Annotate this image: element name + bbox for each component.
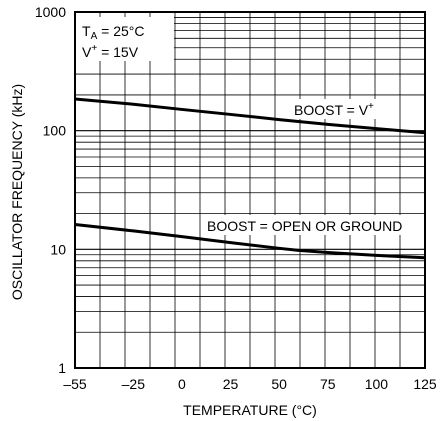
x-tick-label: 50 [271,376,287,392]
x-tick-label: 100 [365,376,389,392]
v-condition: V+ = 15V [82,43,139,60]
x-tick-label: –55 [63,376,87,392]
series-1-label-bg [290,99,384,119]
series-1-line [74,97,426,135]
y-tick-label: 100 [43,123,67,139]
ta-condition: TA = 25°C [82,23,144,42]
grid [75,11,425,368]
x-tick-label: –25 [122,376,146,392]
y-tick-label: 10 [50,241,66,257]
series-2-line [74,222,426,260]
y-tick-labels: 1 10 100 1000 [35,4,66,376]
x-tick-label: 125 [413,376,437,392]
x-tick-labels: –55 –25 0 25 50 75 100 125 [63,376,437,392]
y-axis-title: OSCILLATOR FREQUENCY (kHz) [9,84,25,300]
x-axis-title: TEMPERATURE (°C) [183,402,317,418]
series-2-label-bg [203,215,423,235]
series-layer [74,97,426,260]
y-tick-label: 1 [58,360,66,376]
x-tick-label: 75 [320,376,336,392]
series-1-label: BOOST = V+ [294,101,374,118]
y-tick-label: 1000 [35,4,66,20]
plot-frame [74,11,426,369]
x-tick-label: 0 [178,376,186,392]
conditions-box [76,17,174,61]
x-tick-label: 25 [223,376,239,392]
series-2-label: BOOST = OPEN OR GROUND [207,218,402,234]
